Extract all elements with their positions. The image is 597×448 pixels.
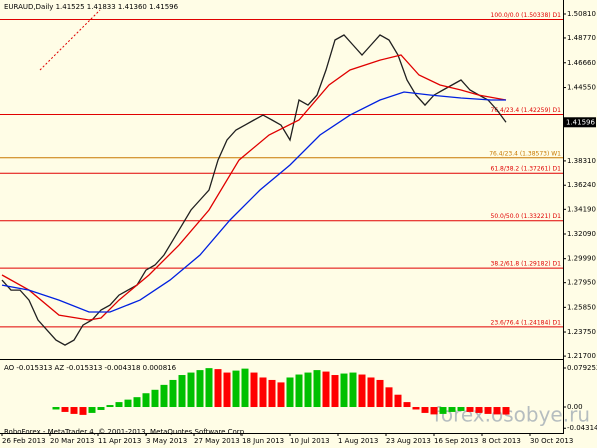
x-tick-label: 10 Jul 2013 — [290, 437, 330, 445]
x-tick-label: 27 May 2013 — [194, 437, 240, 445]
level-label: 76.4/23.4 (1.42259) D1 — [491, 107, 562, 114]
y-tick-label: 1.44550 — [567, 84, 596, 92]
ao-bar — [322, 371, 330, 408]
x-tick-label: 30 Oct 2013 — [530, 437, 573, 445]
ao-bar — [286, 377, 294, 408]
y-tick-label: 1.50810 — [567, 10, 596, 18]
x-tick-label: 18 Jun 2013 — [242, 437, 284, 445]
level-label: 100.0/0.0 (1.50338) D1 — [491, 12, 562, 19]
ao-bar — [421, 407, 429, 413]
watermark: forex.osobye.ru — [434, 403, 590, 427]
x-tick-label: 8 Oct 2013 — [482, 437, 521, 445]
ao-bar — [394, 394, 402, 408]
y-tick-label: 1.29990 — [567, 255, 596, 263]
ao-bar — [205, 368, 213, 408]
ao-bar — [367, 377, 375, 408]
current-price-box — [564, 117, 596, 128]
ao-bar — [466, 407, 474, 412]
ao-bar — [70, 407, 78, 414]
x-tick-label: 26 Feb 2013 — [2, 437, 46, 445]
ao-bar — [241, 368, 249, 408]
ao-bar — [502, 407, 510, 415]
ao-tick-label: 0.079252 — [567, 364, 597, 372]
ao-bar — [169, 379, 177, 408]
ao-bar — [259, 377, 267, 408]
ao-bar — [232, 370, 240, 408]
ao-tick-label: 0.00 — [567, 403, 583, 411]
y-tick-label: 1.38310 — [567, 157, 596, 165]
y-tick-label: 1.46660 — [567, 59, 596, 67]
ao-bar — [403, 402, 411, 408]
y-tick-label: 1.25850 — [567, 303, 596, 311]
ao-tick-label: -0.043146 — [567, 424, 597, 432]
y-tick-label: 1.36240 — [567, 181, 596, 189]
ao-bar — [142, 393, 150, 408]
level-label: 76.4/23.4 (1.38573) W1 — [489, 150, 561, 157]
ao-bar — [475, 407, 483, 413]
ao-bar — [250, 372, 258, 408]
x-tick-label: 16 Sep 2013 — [434, 437, 478, 445]
ao-bar — [340, 373, 348, 408]
ao-bar — [61, 407, 69, 412]
x-tick-label: 11 Apr 2013 — [98, 437, 141, 445]
header: EURAUD,Daily 1.41525 1.41833 1.41360 1.4… — [4, 3, 179, 11]
ao-bar — [79, 407, 87, 415]
x-tick-label: 23 Aug 2013 — [386, 437, 431, 445]
y-tick-label: 1.32090 — [567, 230, 596, 238]
y-tick-label: 1.21700 — [567, 352, 596, 360]
price-line — [1, 34, 507, 346]
ao-bar — [187, 372, 195, 408]
ao-bar — [52, 407, 60, 410]
level-label: 61.8/38.2 (1.37261) D1 — [491, 166, 562, 173]
y-tick-label: 1.34190 — [567, 205, 596, 213]
ao-bar — [295, 374, 303, 408]
ao-bar — [214, 369, 222, 408]
level-label: 23.6/76.4 (1.24184) D1 — [491, 319, 562, 326]
ao-bar — [331, 375, 339, 408]
ao-bar — [412, 407, 420, 410]
ao-bar — [448, 407, 456, 412]
ao-bar — [88, 407, 96, 413]
ao-bar — [160, 384, 168, 408]
ao-bar — [115, 402, 123, 408]
ao-bar — [133, 397, 141, 408]
ao-bar — [358, 374, 366, 408]
level-label: 50.0/50.0 (1.33221) D1 — [491, 213, 562, 220]
ao-bar — [97, 407, 105, 410]
ao-bar — [277, 382, 285, 408]
ao-bar — [439, 407, 447, 414]
ao-bar — [178, 375, 186, 408]
x-tick-label: 1 Aug 2013 — [338, 437, 378, 445]
y-tick-label: 1.27950 — [567, 279, 596, 287]
ao-bar — [151, 389, 159, 408]
ao-bar — [196, 370, 204, 408]
x-tick-label: 3 May 2013 — [146, 437, 187, 445]
current-price-label: 1.41596 — [566, 118, 595, 126]
ao-bar — [106, 405, 114, 408]
level-label: 38.2/61.8 (1.29182) D1 — [491, 261, 562, 268]
footer: RoboForex - MetaTrader 4, © 2001-2013, M… — [4, 428, 246, 436]
price-line — [1, 91, 506, 313]
ao-bar — [484, 407, 492, 414]
ao-bar — [124, 399, 132, 408]
y-tick-label: 1.48770 — [567, 34, 596, 42]
ao-bar — [304, 372, 312, 408]
y-tick-label: 1.23750 — [567, 328, 596, 336]
x-tick-label: 20 Mar 2013 — [50, 437, 94, 445]
ao-bar — [313, 370, 321, 408]
ao-bar — [457, 407, 465, 411]
ao-bar — [493, 407, 501, 415]
ao-bar — [223, 372, 231, 408]
ao-title: AO -0.015313 AZ -0.015313 -0.004318 0.00… — [4, 364, 177, 372]
ao-bar — [430, 407, 438, 415]
ao-bar — [349, 372, 357, 408]
ao-bar — [376, 379, 384, 408]
ao-bar — [385, 387, 393, 408]
ao-bar — [268, 379, 276, 408]
price-line — [1, 54, 507, 321]
